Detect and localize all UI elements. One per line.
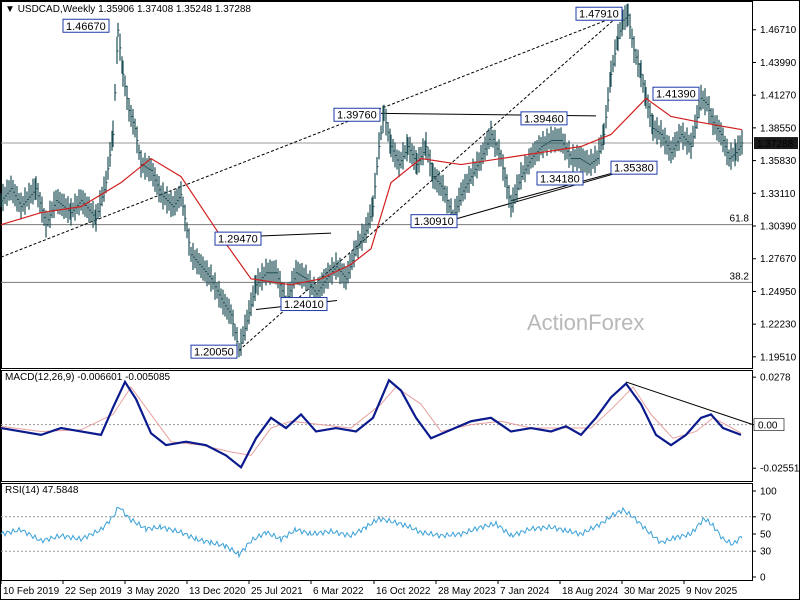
price-label-box [214,231,262,246]
macd-y-tick-label: 0.0278 [760,373,791,384]
price-label: 1.24010 [284,299,324,311]
dashed-trend-line [238,14,620,351]
price-label-box [62,18,110,33]
x-tick-label: 28 May 2023 [438,586,496,597]
x-tick-label: 30 Mar 2025 [624,586,681,597]
price-y-tick-label: 1.24950 [760,287,797,298]
price-label: 1.47910 [579,9,619,21]
price-y-tick-label: 1.38550 [760,123,797,134]
price-label-box [652,86,700,101]
rsi-y-tick-label: 100 [760,487,777,498]
price-y-tick-label: 1.46710 [760,25,797,36]
price-y-tick-label: 1.35830 [760,156,797,167]
price-label-box [610,160,658,175]
x-tick-label: 10 Feb 2019 [3,586,60,597]
price-label-box [410,214,458,229]
rsi-panel: 100 70 50 30 0 [0,487,777,584]
price-label: 1.41390 [656,89,696,101]
price-y-tick-label: 1.19510 [760,352,797,363]
macd-value-tag [753,418,785,431]
price-y-tick-label: 1.30390 [760,222,797,233]
macd-value-tag-text: 0.00 [758,421,778,432]
macd-signal-line [0,386,742,456]
price-label: 1.39760 [337,110,377,122]
price-bars [0,3,744,358]
price-y-tick-label: 1.22230 [760,320,797,331]
rsi-y-tick-label: 30 [760,547,772,558]
x-tick-label: 6 Mar 2022 [313,586,364,597]
x-tick-label: 3 May 2020 [127,586,180,597]
price-frame [1,1,753,369]
x-tick-label: 13 Dec 2020 [189,586,246,597]
current-price-tag-text: 1.37288 [757,139,794,150]
macd-frame [1,370,753,482]
price-label-box [280,297,328,312]
rsi-frame [1,483,753,581]
current-price-tag [754,137,798,150]
price-label-box [520,111,568,126]
price-label-box [536,171,584,186]
fib-level-label: 38.2 [730,271,750,282]
price-y-tick-label: 1.27670 [760,254,797,265]
price-label: 1.39460 [524,113,564,125]
moving-average-line [0,97,743,286]
watermark: ActionForex [527,310,644,335]
dashed-trend-line [0,14,620,258]
price-panel: 1.46710 1.43990 1.41270 1.38550 1.35830 1.331… [0,3,798,363]
fib-level-label: 61.8 [730,214,750,225]
x-tick-label: 7 Jan 2024 [500,586,550,597]
macd-line [0,378,742,470]
price-label: 1.35380 [614,163,654,175]
rsi-y-tick-label: 50 [760,530,772,541]
price-y-tick-label: 1.43990 [760,58,797,69]
price-title-text: USDCAD,Weekly 1.35906 1.37408 1.35248 1.… [17,4,251,15]
price-label: 1.29470 [218,234,258,246]
price-label-box [575,6,623,21]
macd-y-tick-label: -0.025511 [760,464,800,475]
x-tick-label: 9 Nov 2025 [686,586,738,597]
price-label: 1.30910 [414,216,454,228]
x-tick-label: 16 Oct 2022 [376,586,431,597]
x-tick-label: 25 Jul 2021 [251,586,303,597]
price-label-box [333,107,381,122]
macd-panel-title: MACD(12,26,9) -0.006601 -0.005085 [5,372,171,383]
rsi-line [0,506,743,559]
price-label: 1.34180 [540,173,580,185]
x-tick-label: 18 Aug 2024 [562,586,619,597]
price-label-box [190,344,238,359]
price-y-tick-label: 1.41270 [760,91,797,102]
rsi-y-tick-label: 70 [760,512,772,523]
price-label: 1.20050 [194,347,234,359]
x-axis: 10 Feb 2019 22 Sep 2019 3 May 2020 13 Dec 2… [0,580,738,597]
collapse-triangle-icon[interactable]: ▼ [5,4,15,15]
price-panel-title: ▼ USDCAD,Weekly 1.35906 1.37408 1.35248 … [5,4,251,15]
price-y-tick-label: 1.33110 [760,189,796,200]
macd-trend-line [625,381,754,426]
trend-line [452,173,614,221]
trend-line [510,172,614,202]
x-tick-label: 22 Sep 2019 [65,586,122,597]
price-label: 1.46670 [66,21,106,33]
rsi-y-tick-label: 0 [760,573,766,584]
rsi-panel-title: RSI(14) 47.5848 [5,485,79,496]
